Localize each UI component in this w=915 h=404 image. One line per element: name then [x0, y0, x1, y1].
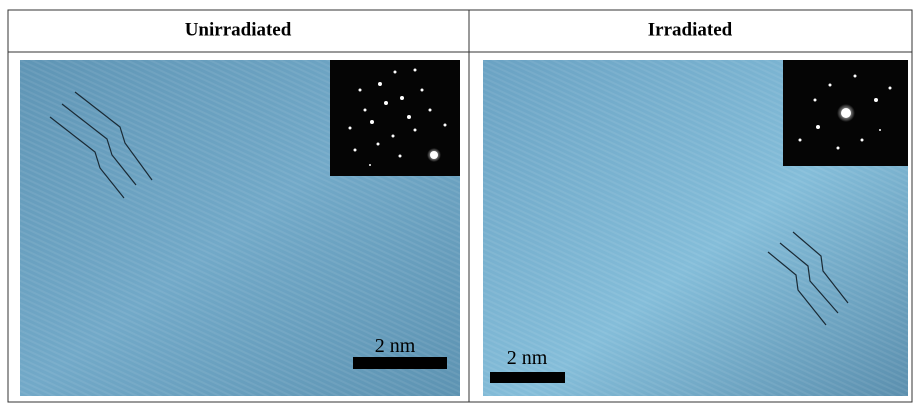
scale-bar-label: 2 nm	[375, 335, 416, 357]
tem-image: 2 nm	[20, 60, 460, 396]
scale-bar-label: 2 nm	[507, 347, 548, 369]
column-header: Irradiated	[648, 19, 733, 40]
diffraction-inset	[330, 60, 460, 176]
scale-bar	[353, 357, 447, 369]
scale-bar	[490, 372, 565, 383]
tem-image: 2 nm	[483, 60, 908, 396]
figure-table: Unirradiated Irradiated 2 nm	[0, 0, 915, 404]
column-header: Unirradiated	[185, 19, 292, 40]
